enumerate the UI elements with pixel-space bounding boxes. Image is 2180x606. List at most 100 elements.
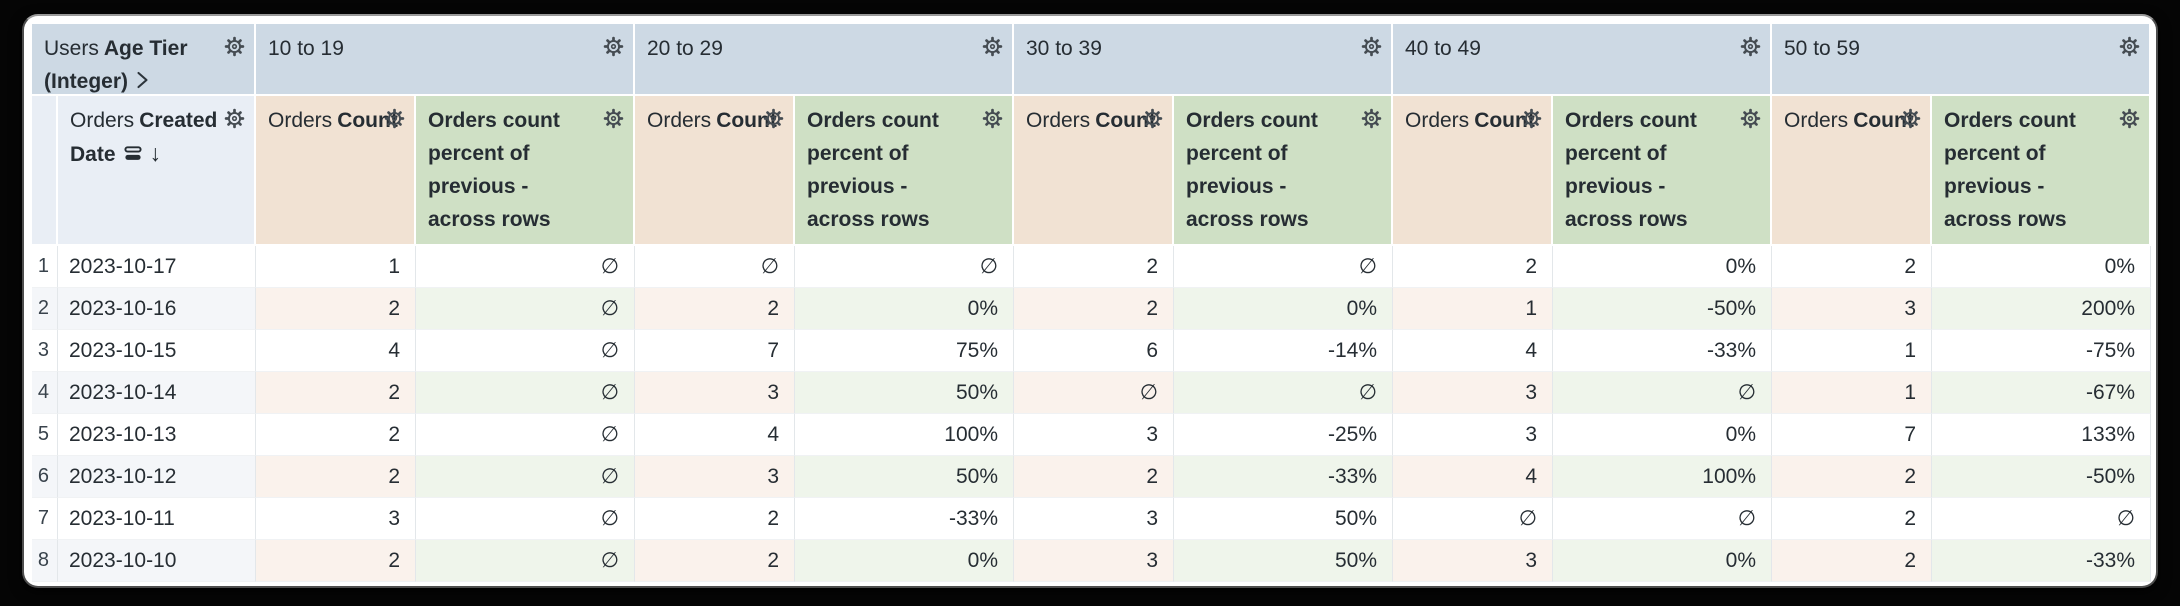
count-value-cell[interactable]: 2 — [256, 540, 416, 582]
count-value-cell[interactable]: 7 — [635, 330, 795, 372]
column-gear-button[interactable] — [982, 36, 1003, 57]
chevron-right-icon[interactable] — [136, 68, 149, 101]
percent-value-cell[interactable]: ∅ — [416, 372, 635, 414]
percent-value-cell[interactable]: 0% — [1553, 414, 1772, 456]
measure-percent-header[interactable]: Orders count percent of previous - acros… — [416, 96, 635, 246]
count-value-cell[interactable]: 3 — [1772, 288, 1932, 330]
count-value-cell[interactable]: 3 — [1393, 372, 1553, 414]
count-value-cell[interactable]: 2 — [1393, 246, 1553, 288]
percent-value-cell[interactable]: ∅ — [1174, 372, 1393, 414]
date-cell[interactable]: 2023-10-16 — [58, 288, 256, 330]
column-gear-button[interactable] — [1740, 108, 1761, 129]
measure-percent-header[interactable]: Orders count percent of previous - acros… — [1553, 96, 1772, 246]
percent-value-cell[interactable]: -33% — [1174, 456, 1393, 498]
percent-value-cell[interactable]: -50% — [1932, 456, 2151, 498]
column-gear-button[interactable] — [1740, 36, 1761, 57]
count-value-cell[interactable]: 3 — [1014, 414, 1174, 456]
percent-value-cell[interactable]: ∅ — [416, 330, 635, 372]
percent-value-cell[interactable]: ∅ — [1932, 498, 2151, 540]
percent-value-cell[interactable]: ∅ — [416, 498, 635, 540]
measure-count-header[interactable]: Orders Count — [256, 96, 416, 246]
count-value-cell[interactable]: 1 — [1393, 288, 1553, 330]
count-value-cell[interactable]: 2 — [1014, 456, 1174, 498]
count-value-cell[interactable]: 2 — [1014, 246, 1174, 288]
count-value-cell[interactable]: ∅ — [1393, 498, 1553, 540]
measure-percent-header[interactable]: Orders count percent of previous - acros… — [1932, 96, 2151, 246]
column-gear-button[interactable] — [763, 108, 784, 129]
percent-value-cell[interactable]: 0% — [1932, 246, 2151, 288]
column-gear-button[interactable] — [1361, 36, 1382, 57]
count-value-cell[interactable]: 1 — [256, 246, 416, 288]
column-gear-button[interactable] — [603, 36, 624, 57]
pivot-value-header[interactable]: 20 to 29 — [635, 24, 1014, 96]
count-value-cell[interactable]: 1 — [1772, 330, 1932, 372]
percent-value-cell[interactable]: -67% — [1932, 372, 2151, 414]
percent-value-cell[interactable]: 0% — [795, 540, 1014, 582]
percent-value-cell[interactable]: 50% — [1174, 540, 1393, 582]
percent-value-cell[interactable]: -25% — [1174, 414, 1393, 456]
column-gear-button[interactable] — [1361, 108, 1382, 129]
percent-value-cell[interactable]: ∅ — [416, 456, 635, 498]
percent-value-cell[interactable]: 100% — [795, 414, 1014, 456]
date-cell[interactable]: 2023-10-15 — [58, 330, 256, 372]
count-value-cell[interactable]: 4 — [256, 330, 416, 372]
date-column-header[interactable]: Orders Created Date ↓ — [58, 96, 256, 246]
date-cell[interactable]: 2023-10-13 — [58, 414, 256, 456]
percent-value-cell[interactable]: -75% — [1932, 330, 2151, 372]
count-value-cell[interactable]: 2 — [1772, 498, 1932, 540]
count-value-cell[interactable]: 2 — [1014, 288, 1174, 330]
count-value-cell[interactable]: 2 — [256, 288, 416, 330]
count-value-cell[interactable]: 2 — [1772, 456, 1932, 498]
count-value-cell[interactable]: 2 — [256, 372, 416, 414]
measure-count-header[interactable]: Orders Count — [1772, 96, 1932, 246]
percent-value-cell[interactable]: -50% — [1553, 288, 1772, 330]
percent-value-cell[interactable]: 50% — [795, 456, 1014, 498]
count-value-cell[interactable]: 2 — [256, 456, 416, 498]
percent-value-cell[interactable]: 50% — [795, 372, 1014, 414]
count-value-cell[interactable]: 2 — [635, 498, 795, 540]
count-value-cell[interactable]: 3 — [256, 498, 416, 540]
percent-value-cell[interactable]: 50% — [1174, 498, 1393, 540]
count-value-cell[interactable]: 3 — [1014, 498, 1174, 540]
percent-value-cell[interactable]: ∅ — [1553, 498, 1772, 540]
count-value-cell[interactable]: 3 — [635, 456, 795, 498]
measure-count-header[interactable]: Orders Count — [1014, 96, 1174, 246]
date-cell[interactable]: 2023-10-14 — [58, 372, 256, 414]
count-value-cell[interactable]: 2 — [635, 288, 795, 330]
measure-count-header[interactable]: Orders Count — [1393, 96, 1553, 246]
percent-value-cell[interactable]: 0% — [795, 288, 1014, 330]
pivot-value-header[interactable]: 10 to 19 — [256, 24, 635, 96]
count-value-cell[interactable]: 1 — [1772, 372, 1932, 414]
percent-value-cell[interactable]: 75% — [795, 330, 1014, 372]
percent-value-cell[interactable]: ∅ — [416, 414, 635, 456]
count-value-cell[interactable]: ∅ — [635, 246, 795, 288]
measure-count-header[interactable]: Orders Count — [635, 96, 795, 246]
date-cell[interactable]: 2023-10-11 — [58, 498, 256, 540]
percent-value-cell[interactable]: ∅ — [416, 540, 635, 582]
percent-value-cell[interactable]: 0% — [1553, 540, 1772, 582]
pivot-value-header[interactable]: 40 to 49 — [1393, 24, 1772, 96]
column-gear-button[interactable] — [1900, 108, 1921, 129]
percent-value-cell[interactable]: -14% — [1174, 330, 1393, 372]
column-gear-button[interactable] — [224, 36, 245, 57]
count-value-cell[interactable]: 2 — [1772, 540, 1932, 582]
column-gear-button[interactable] — [2119, 36, 2140, 57]
percent-value-cell[interactable]: 200% — [1932, 288, 2151, 330]
percent-value-cell[interactable]: ∅ — [1174, 246, 1393, 288]
percent-value-cell[interactable]: ∅ — [1553, 372, 1772, 414]
percent-value-cell[interactable]: ∅ — [795, 246, 1014, 288]
percent-value-cell[interactable]: -33% — [1932, 540, 2151, 582]
column-gear-button[interactable] — [384, 108, 405, 129]
column-gear-button[interactable] — [2119, 108, 2140, 129]
percent-value-cell[interactable]: -33% — [1553, 330, 1772, 372]
count-value-cell[interactable]: 2 — [635, 540, 795, 582]
count-value-cell[interactable]: 3 — [1393, 414, 1553, 456]
column-gear-button[interactable] — [982, 108, 1003, 129]
column-gear-button[interactable] — [224, 108, 245, 129]
percent-value-cell[interactable]: ∅ — [416, 246, 635, 288]
percent-value-cell[interactable]: -33% — [795, 498, 1014, 540]
date-cell[interactable]: 2023-10-12 — [58, 456, 256, 498]
count-value-cell[interactable]: 2 — [1772, 246, 1932, 288]
pivot-value-header[interactable]: 30 to 39 — [1014, 24, 1393, 96]
count-value-cell[interactable]: ∅ — [1014, 372, 1174, 414]
